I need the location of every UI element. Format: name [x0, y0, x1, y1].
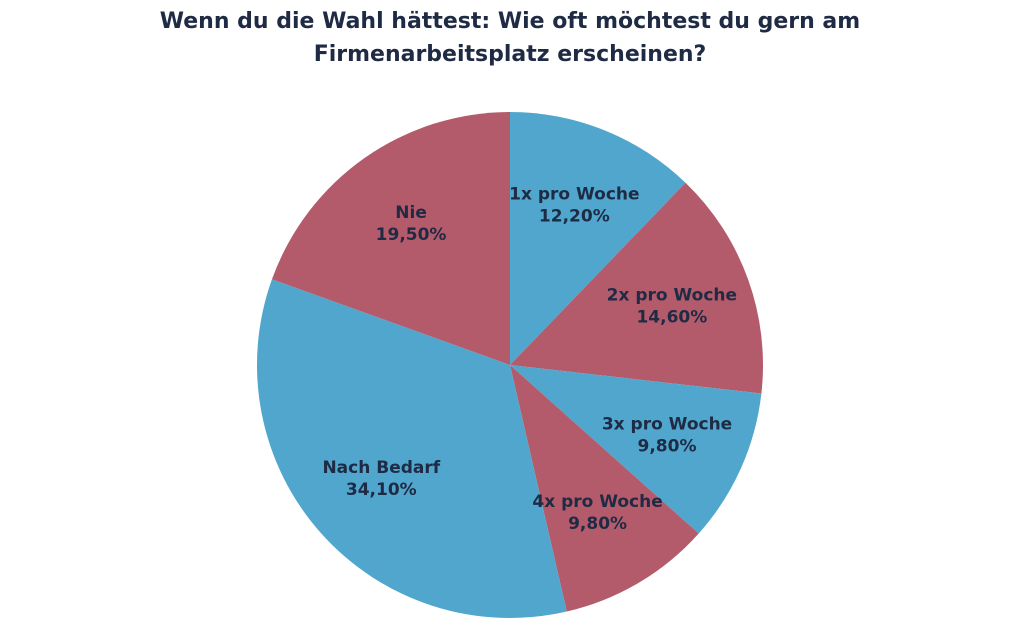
chart-title: Firmenarbeitsplatz erscheinen?	[314, 42, 707, 67]
slice-value-label: 9,80%	[638, 436, 697, 456]
slice-category: 4x pro Woche	[532, 492, 662, 512]
slice-category: Nach Bedarf	[322, 458, 440, 478]
chart-title: Wenn du die Wahl hättest: Wie oft möchte…	[160, 9, 860, 34]
slice-value-label: 34,10%	[346, 480, 417, 500]
pie-slice	[510, 182, 763, 394]
pie-slice	[510, 365, 762, 534]
pie-slice	[510, 112, 686, 365]
slice-category: 1x pro Woche	[509, 184, 639, 204]
pie-slice	[510, 365, 699, 612]
slice-value-label: 12,20%	[539, 206, 610, 226]
slice-category: Nie	[395, 203, 427, 223]
pie-slice	[271, 112, 510, 365]
slice-value-label: 9,80%	[568, 514, 627, 534]
slice-category: 3x pro Woche	[602, 414, 732, 434]
slice-value-label: 19,50%	[376, 225, 447, 245]
slice-category: 2x pro Woche	[607, 286, 737, 306]
slice-value-label: 14,60%	[636, 308, 707, 328]
pie-slice	[257, 279, 567, 618]
